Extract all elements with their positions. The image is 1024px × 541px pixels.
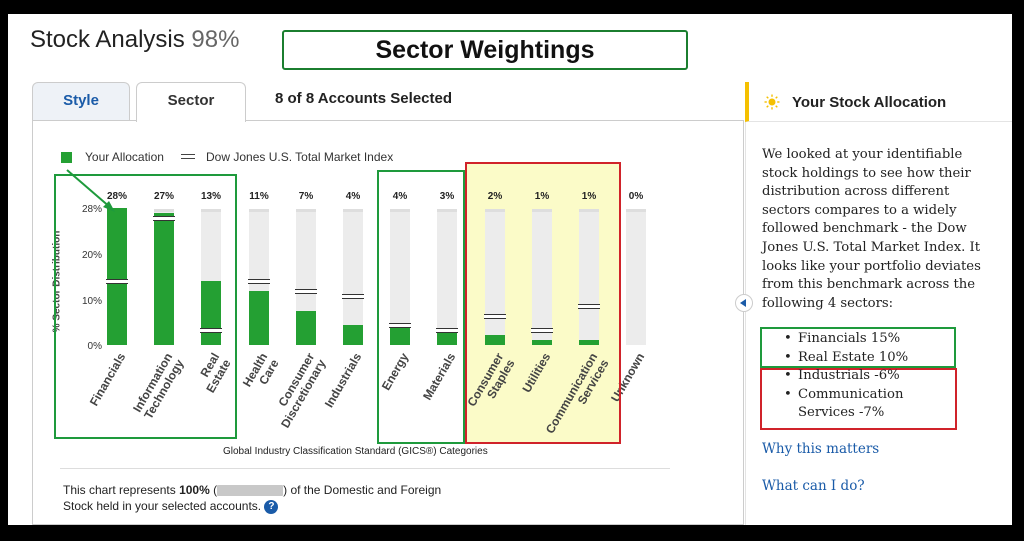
- bar-value-label: 11%: [249, 191, 269, 202]
- bar-value-label: 1%: [581, 191, 597, 202]
- bar-value-label: 2%: [487, 191, 503, 202]
- footnote-percent: 100%: [179, 483, 210, 497]
- bar-top-band: [485, 209, 505, 212]
- annotation-arrow: [66, 169, 115, 212]
- allocation-bar: [343, 325, 363, 345]
- sidebar-body: We looked at your identifiable stock hol…: [762, 147, 981, 311]
- list-item: Real Estate 10%: [778, 349, 998, 368]
- bar-background: [390, 209, 410, 345]
- y-tick-20: 20%: [81, 250, 102, 261]
- deviation-list: Financials 15% Real Estate 10% Industria…: [778, 330, 998, 423]
- sidebar-title: Your Stock Allocation: [792, 94, 947, 111]
- allocation-bar: [579, 340, 599, 345]
- highlight-red-box: [465, 162, 621, 444]
- benchmark-marker: [389, 323, 411, 329]
- footnote-prefix: This chart represents: [63, 483, 176, 497]
- bar-value-label: 13%: [200, 191, 221, 202]
- allocation-bar: [296, 310, 316, 345]
- benchmark-marker: [106, 279, 128, 285]
- bar-value-label: 4%: [345, 191, 361, 202]
- allocation-bar: [390, 325, 410, 345]
- bar-value-label: 27%: [153, 191, 174, 202]
- bar-background: [437, 209, 457, 345]
- bar-background: [485, 209, 505, 345]
- x-axis-title: Global Industry Classification Standard …: [223, 446, 488, 457]
- bar-top-band: [154, 209, 174, 212]
- footnote-paren-close: ): [283, 483, 288, 497]
- list-item: Communication Services -7%: [778, 386, 938, 423]
- bar-top-band: [626, 209, 646, 212]
- allocation-bar: [485, 335, 505, 345]
- benchmark-marker: [200, 328, 222, 334]
- tab-style[interactable]: Style: [32, 82, 130, 120]
- footnote-suffix: of the Domestic and Foreign Stock held i…: [63, 483, 442, 513]
- page-title-text: Stock Analysis: [30, 26, 185, 53]
- list-item: Industrials -6%: [778, 367, 998, 386]
- bar-background: [532, 209, 552, 345]
- app-frame: Stock Analysis 98% Sector Weightings Sty…: [8, 14, 1012, 525]
- what-can-i-do-link[interactable]: What can I do?: [762, 478, 865, 494]
- why-this-matters-link[interactable]: Why this matters: [762, 441, 880, 457]
- benchmark-marker: [342, 294, 364, 299]
- legend-allocation-label: Your Allocation: [85, 150, 164, 164]
- benchmark-marker: [248, 279, 270, 285]
- legend-benchmark-line: [181, 154, 195, 159]
- bar-background: [626, 209, 646, 345]
- allocation-bar: [154, 212, 174, 345]
- benchmark-marker: [578, 303, 600, 309]
- bar-value-label: 1%: [534, 191, 550, 202]
- sector-weightings-annotation: Sector Weightings: [282, 30, 688, 70]
- bar-top-band: [201, 209, 221, 212]
- divider: [60, 468, 670, 469]
- benchmark-marker: [436, 328, 458, 334]
- benchmark-marker: [295, 289, 317, 295]
- list-item: Financials 15%: [778, 330, 998, 349]
- sidebar: [745, 82, 1012, 525]
- allocation-bar: [437, 330, 457, 345]
- bar-value-label: 28%: [106, 191, 127, 202]
- chart-footnote: This chart represents 100% () of the Dom…: [63, 482, 443, 514]
- y-tick-28: 28%: [81, 204, 102, 215]
- legend-benchmark-label: Dow Jones U.S. Total Market Index: [206, 150, 394, 164]
- bar-value-label: 4%: [392, 191, 408, 202]
- bar-value-label: 0%: [628, 191, 644, 202]
- help-icon[interactable]: ?: [264, 499, 279, 514]
- bar-top-band: [343, 209, 363, 212]
- sun-icon: [764, 94, 780, 110]
- allocation-bar: [249, 291, 269, 345]
- bar-top-band: [437, 209, 457, 212]
- redacted-amount: [217, 485, 284, 497]
- tab-sector[interactable]: Sector: [136, 82, 246, 122]
- bar-value-label: 7%: [298, 191, 314, 202]
- chart-panel: [32, 120, 744, 525]
- benchmark-marker: [484, 313, 506, 319]
- accounts-selected[interactable]: 8 of 8 Accounts Selected: [275, 90, 452, 107]
- y-tick-0: 0%: [87, 341, 102, 352]
- bar-value-label: 3%: [439, 191, 455, 202]
- footnote-paren-open: (: [213, 483, 218, 497]
- bar-background: [579, 209, 599, 345]
- benchmark-marker: [153, 215, 175, 221]
- highlight-green-box-2: [377, 170, 465, 444]
- bar-top-band: [532, 209, 552, 212]
- benchmark-marker: [531, 328, 553, 334]
- bar-top-band: [390, 209, 410, 212]
- legend-allocation-swatch: [61, 152, 72, 163]
- bar-background: [343, 209, 363, 345]
- page-title-percent: 98%: [191, 26, 240, 53]
- allocation-bar: [107, 207, 127, 345]
- highlight-green-box-1: [54, 174, 237, 439]
- y-tick-10: 10%: [81, 296, 102, 307]
- page-title: Stock Analysis 98%: [30, 26, 239, 54]
- sidebar-header: [745, 82, 1012, 122]
- collapse-sidebar-button[interactable]: [735, 294, 753, 312]
- bar-top-band: [249, 209, 269, 212]
- bar-top-band: [579, 209, 599, 212]
- allocation-bar: [532, 340, 552, 345]
- bar-top-band: [296, 209, 316, 212]
